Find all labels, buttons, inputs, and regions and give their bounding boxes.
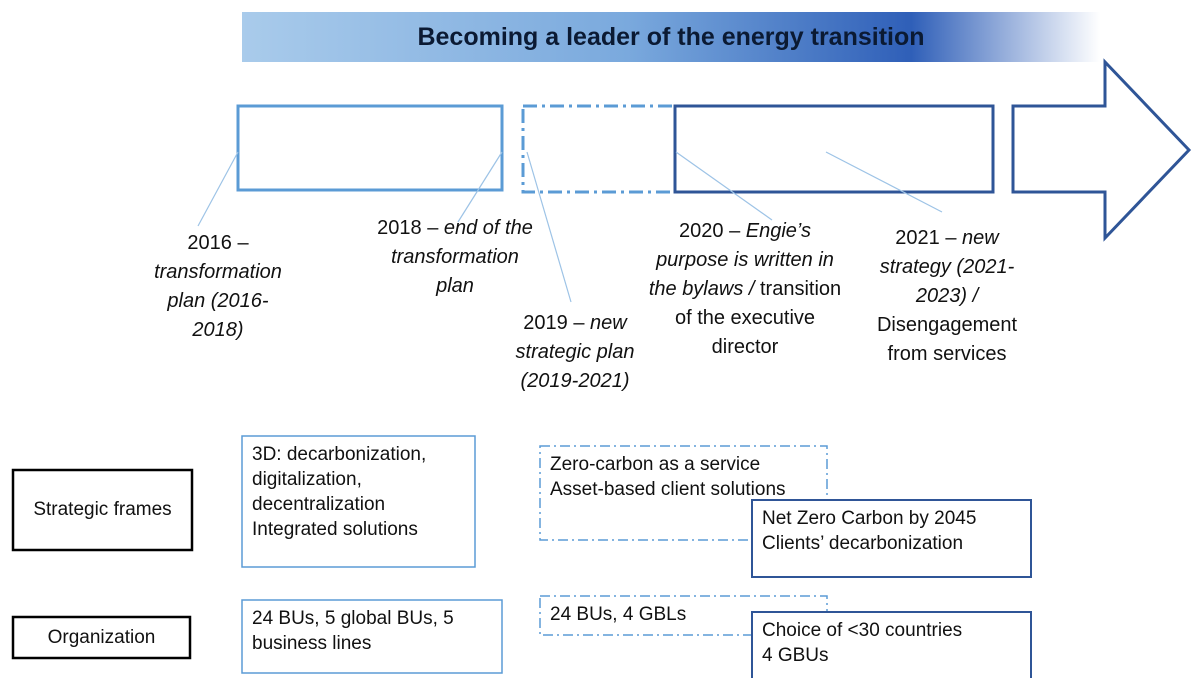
milestone-event: transformation plan (2016-2018): [154, 261, 282, 341]
cell-line: Zero-carbon as a service: [550, 454, 761, 475]
cell-text: 24 BUs, 4 GBLs: [540, 596, 827, 633]
cell-text: 3D: decarbonization, digitalization, dec…: [242, 436, 475, 548]
milestone-label: 2020 – Engie’s purpose is written in the…: [645, 217, 845, 362]
milestone-label: 2016 – transformation plan (2016-2018): [150, 229, 286, 345]
milestone-event: new strategy (2021-2023) /: [879, 227, 1015, 307]
cell-box: [751, 499, 1032, 578]
row-label: Organization: [47, 626, 156, 648]
cell-box: [241, 435, 476, 568]
cell-text: Choice of <30 countries 4 GBUs: [752, 612, 1031, 674]
milestone-year: 2021 –: [895, 227, 957, 249]
arrow: [1011, 58, 1192, 242]
leader-line: [526, 151, 572, 303]
cell-text: 24 BUs, 5 global BUs, 5 business lines: [242, 600, 502, 662]
milestone-year: 2020 –: [679, 220, 741, 242]
milestone-event: end of the transformation plan: [391, 217, 533, 297]
milestone-event: Engie’s purpose is written in the bylaws…: [648, 220, 834, 300]
cell-line: Clients’ decarbonization: [762, 533, 964, 554]
cell-line: 24 BUs, 5 global BUs, 5 business lines: [252, 608, 454, 654]
milestone-label: 2021 – new strategy (2021-2023) / Diseng…: [862, 224, 1032, 369]
phase-box: [673, 104, 995, 194]
cell-line: Choice of <30 countries: [762, 620, 963, 641]
row-label: Strategic frames: [33, 499, 172, 520]
leader-line: [457, 151, 503, 223]
cell-text: Net Zero Carbon by 2045 Clients’ decarbon…: [752, 500, 1031, 562]
cell-box: [241, 599, 503, 674]
cell-line: Net Zero Carbon by 2045: [762, 508, 977, 529]
milestone-label: 2019 – new strategic plan (2019-2021): [505, 309, 645, 396]
cell-line: Integrated solutions: [252, 519, 418, 540]
row-label-box: [11, 468, 194, 552]
leader-line: [825, 151, 943, 213]
cell-box-dashed: [539, 445, 828, 541]
title-bar: [242, 12, 1100, 62]
milestone-year: 2016 –: [187, 232, 249, 254]
cell-line: Asset-based client solutions: [550, 479, 786, 500]
milestone-event: new strategic plan (2019-2021): [515, 312, 635, 392]
milestone-year: 2018 –: [377, 217, 439, 239]
milestone-year: 2019 –: [523, 312, 585, 334]
milestone-label: 2018 – end of the transformation plan: [375, 214, 535, 301]
phase-box: [236, 104, 504, 192]
title: Becoming a leader of the energy transiti…: [417, 23, 925, 51]
leader-lines: [197, 151, 943, 303]
cell-text: Zero-carbon as a service Asset-based clie…: [540, 446, 827, 508]
milestone-event: transition of the executive director: [674, 278, 842, 358]
leader-line: [197, 151, 239, 227]
cell-line: 24 BUs, 4 GBLs: [550, 604, 687, 625]
cell-box: [751, 611, 1032, 678]
cell-line: 3D: decarbonization, digitalization, dec…: [252, 444, 427, 515]
cell-line: 4 GBUs: [762, 645, 829, 666]
milestone-event: Disengagement from services: [876, 314, 1018, 365]
leader-line: [675, 151, 773, 221]
phase-box-dashed: [521, 104, 677, 194]
row-label-box: [11, 615, 192, 660]
